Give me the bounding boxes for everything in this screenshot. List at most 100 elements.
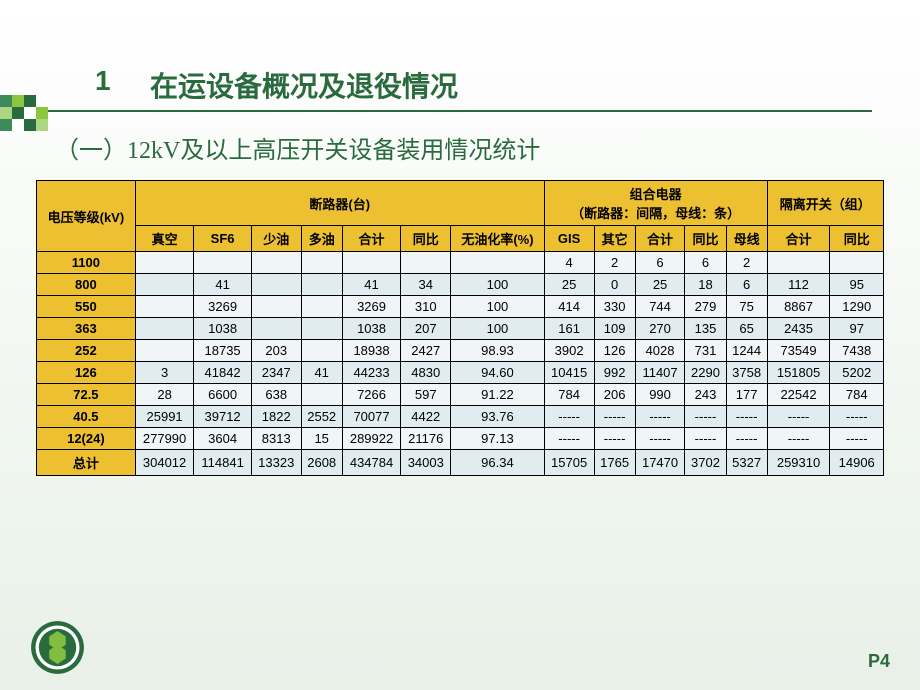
subcol-2: 少油 [251,226,301,252]
cell: 638 [251,384,301,406]
cell: 8867 [767,296,830,318]
cell: 6 [635,252,685,274]
equipment-table-wrap: 电压等级(kV) 断路器(台) 组合电器 （断路器：间隔，母线：条） 隔离开关（… [36,180,884,476]
cell: 1244 [726,340,767,362]
cell [301,318,342,340]
cell: 13323 [251,450,301,476]
table-row: 总计3040121148411332326084347843400396.341… [37,450,884,476]
subcol-6: 无油化率(%) [451,226,545,252]
cell: 109 [594,318,635,340]
subcol-5: 同比 [401,226,451,252]
cell: 990 [635,384,685,406]
cell: 18 [685,274,726,296]
cell: 597 [401,384,451,406]
cell: 151805 [767,362,830,384]
cell: 206 [594,384,635,406]
cell: 98.93 [451,340,545,362]
row-label: 550 [37,296,136,318]
cell: 744 [635,296,685,318]
cell: 5202 [830,362,884,384]
col-voltage: 电压等级(kV) [37,181,136,252]
cell: ----- [767,428,830,450]
row-label: 40.5 [37,406,136,428]
cell: 3269 [342,296,401,318]
cell: 414 [544,296,594,318]
cell: 73549 [767,340,830,362]
cell: 44233 [342,362,401,384]
subcol-12: 合计 [767,226,830,252]
cell: 330 [594,296,635,318]
cell [135,340,194,362]
cell: 304012 [135,450,194,476]
cell: 126 [594,340,635,362]
col-group-breaker: 断路器(台) [135,181,544,226]
cell: 97.13 [451,428,545,450]
cell: 1038 [342,318,401,340]
decoration-square [12,95,24,107]
cell: 41 [194,274,251,296]
cell: 135 [685,318,726,340]
col-group-combined: 组合电器 （断路器：间隔，母线：条） [544,181,767,226]
row-label: 252 [37,340,136,362]
cell: 21176 [401,428,451,450]
cell: 10415 [544,362,594,384]
cell: 207 [401,318,451,340]
cell [342,252,401,274]
row-label: 126 [37,362,136,384]
cell: 270 [635,318,685,340]
cell: 243 [685,384,726,406]
cell: 2290 [685,362,726,384]
cell: 100 [451,318,545,340]
subcol-13: 同比 [830,226,884,252]
cell: ----- [726,406,767,428]
subcol-7: GIS [544,226,594,252]
cell: 6 [685,252,726,274]
cell: ----- [635,406,685,428]
table-row: 3631038103820710016110927013565243597 [37,318,884,340]
cell: 34 [401,274,451,296]
cell [301,274,342,296]
cell: 95 [830,274,884,296]
cell: 114841 [194,450,251,476]
subcol-8: 其它 [594,226,635,252]
table-row: 550326932693101004143307442797588671290 [37,296,884,318]
table-row: 8004141341002502518611295 [37,274,884,296]
subcol-11: 母线 [726,226,767,252]
row-label: 12(24) [37,428,136,450]
cell [135,252,194,274]
col-group-isolator: 隔离开关（组） [767,181,883,226]
cell: ----- [594,428,635,450]
cell: 992 [594,362,635,384]
subcol-10: 同比 [685,226,726,252]
cell: 2 [726,252,767,274]
cell [251,252,301,274]
cell: 93.76 [451,406,545,428]
cell [830,252,884,274]
cell [767,252,830,274]
cell: 25 [544,274,594,296]
cell: 15705 [544,450,594,476]
cell: 41 [342,274,401,296]
cell: 22542 [767,384,830,406]
equipment-table: 电压等级(kV) 断路器(台) 组合电器 （断路器：间隔，母线：条） 隔离开关（… [36,180,884,476]
cell: 100 [451,296,545,318]
cell: 0 [594,274,635,296]
decoration-square [36,95,48,107]
cell: 2347 [251,362,301,384]
cell: 6600 [194,384,251,406]
cell: 4 [544,252,594,274]
cell [135,296,194,318]
cell: 2 [594,252,635,274]
cell: ----- [726,428,767,450]
cell: 279 [685,296,726,318]
table-row: 110042662 [37,252,884,274]
cell: 5327 [726,450,767,476]
state-grid-logo [30,620,85,675]
cell: 2435 [767,318,830,340]
cell: 1822 [251,406,301,428]
cell [401,252,451,274]
cell: 14906 [830,450,884,476]
cell [301,296,342,318]
cell: 18735 [194,340,251,362]
cell: 4830 [401,362,451,384]
